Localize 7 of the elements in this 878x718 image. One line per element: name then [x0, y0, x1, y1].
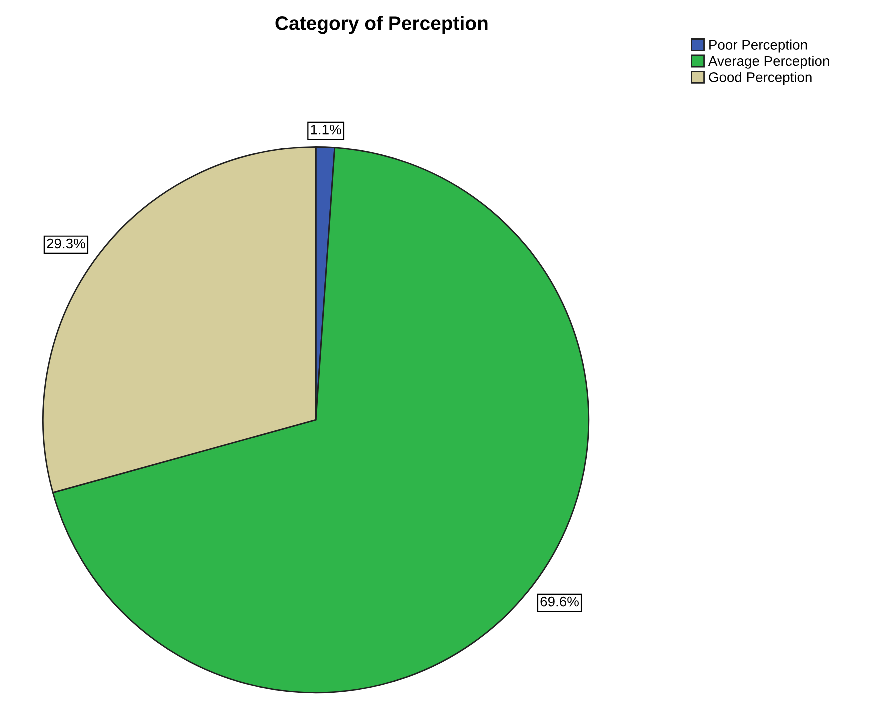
chart-title: Category of Perception: [276, 16, 488, 34]
data-label: 1.1%: [311, 124, 342, 135]
legend-label: Poor Perception: [710, 40, 808, 53]
legend-label: Average Perception: [708, 56, 830, 69]
data-label: 69.6%: [540, 596, 579, 607]
legend-label: Good Perception: [709, 72, 812, 86]
data-label: 29.3%: [47, 238, 86, 249]
